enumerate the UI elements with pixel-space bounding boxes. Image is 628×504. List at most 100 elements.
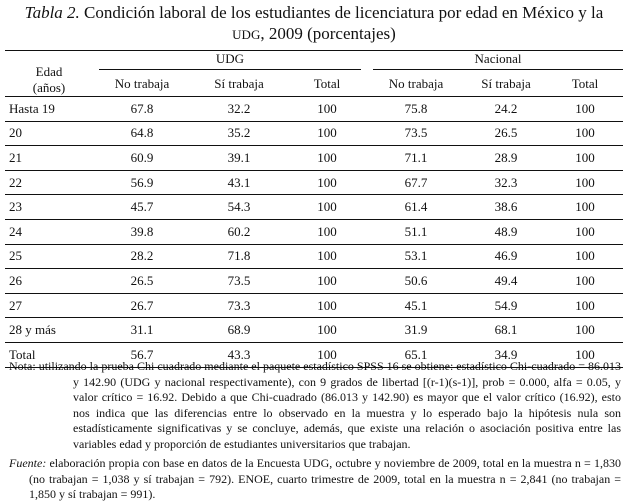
table-cell: 54.3: [191, 194, 287, 220]
table-cell: 53.1: [367, 243, 465, 269]
note-text: utilizando la prueba Chi cuadrado median…: [38, 359, 622, 451]
table-cell: 65.1: [367, 341, 465, 368]
table-row: 21 60.9 39.1 100 71.1 28.9 100: [5, 145, 623, 171]
table-cell: 32.3: [465, 169, 547, 195]
table-cell: 56.7: [93, 341, 191, 368]
table-title-udg: UDG: [232, 27, 261, 42]
table-row: 26 26.5 73.5 100 50.6 49.4 100: [5, 268, 623, 294]
table-cell: 61.4: [367, 194, 465, 220]
table-cell: 39.1: [191, 145, 287, 171]
table-title-text-1: Condición laboral de los estudiantes de …: [79, 3, 604, 22]
table-cell: 67.7: [367, 169, 465, 195]
row-age-cell: 20: [5, 120, 93, 146]
table-row: 24 39.8 60.2 100 51.1 48.9 100: [5, 218, 623, 245]
age-header-line1: Edad: [35, 64, 63, 79]
table-cell: 100: [287, 243, 367, 269]
table-row: 22 56.9 43.1 100 67.7 32.3 100: [5, 169, 623, 195]
table-cell: 100: [287, 96, 367, 122]
table-cell: 48.9: [465, 218, 547, 245]
table-cell: 100: [547, 218, 623, 245]
table-cell: 43.1: [191, 169, 287, 195]
table-row: 20 64.8 35.2 100 73.5 26.5 100: [5, 120, 623, 146]
note-label: Nota:: [9, 359, 36, 373]
subheader-nacional-si-trabaja: Sí trabaja: [481, 76, 531, 91]
note-paragraph: Nota: utilizando la prueba Chi cuadrado …: [9, 359, 621, 453]
table-cell: 50.6: [367, 268, 465, 294]
table-cell: 32.2: [191, 96, 287, 122]
table-cell: 31.9: [367, 317, 465, 343]
table-cell: 100: [547, 317, 623, 343]
table-cell: 100: [547, 292, 623, 318]
table-cell: 49.4: [465, 268, 547, 294]
table-cell: 64.8: [93, 120, 191, 146]
source-paragraph: Fuente: elaboración propia con base en d…: [9, 456, 621, 503]
source-text: elaboración propia con base en datos de …: [29, 456, 621, 502]
table-row: 23 45.7 54.3 100 61.4 38.6 100: [5, 194, 623, 220]
table-cell: 39.8: [93, 218, 191, 245]
table-cell: 100: [547, 243, 623, 269]
table-cell: 34.9: [465, 341, 547, 368]
table-cell: 100: [287, 317, 367, 343]
table-cell: 67.8: [93, 96, 191, 122]
table-cell: 45.1: [367, 292, 465, 318]
table-cell: 26.7: [93, 292, 191, 318]
subheader-nacional-no-trabaja: No trabaja: [388, 76, 444, 91]
row-age-cell: 27: [5, 292, 93, 318]
group-header-nacional: Nacional: [367, 50, 623, 72]
table-cell: 75.8: [367, 96, 465, 122]
row-age-cell: Hasta 19: [5, 96, 93, 122]
table-cell: 31.1: [93, 317, 191, 343]
table-cell: 100: [547, 145, 623, 171]
subheader-udg-si-trabaja: Sí trabaja: [214, 76, 264, 91]
subheader-udg-total: Total: [313, 76, 341, 91]
table-cell: 26.5: [93, 268, 191, 294]
table-cell: 38.6: [465, 194, 547, 220]
table-title-lead: Tabla 2.: [24, 3, 80, 22]
table-cell: 100: [287, 145, 367, 171]
table-cell: 43.3: [191, 341, 287, 368]
table-cell: 73.5: [367, 120, 465, 146]
table-cell: 28.9: [465, 145, 547, 171]
row-age-cell: 24: [5, 218, 93, 245]
row-age-cell: 25: [5, 243, 93, 269]
table-cell: 100: [287, 169, 367, 195]
table-cell: 71.8: [191, 243, 287, 269]
table-cell: 100: [547, 169, 623, 195]
table-row: Total 56.7 43.3 100 65.1 34.9 100: [5, 341, 623, 368]
table-cell: 71.1: [367, 145, 465, 171]
table-cell: 46.9: [465, 243, 547, 269]
table-cell: 51.1: [367, 218, 465, 245]
table-cell: 60.9: [93, 145, 191, 171]
group-header-udg: UDG: [93, 50, 367, 72]
table-cell: 28.2: [93, 243, 191, 269]
table-row: 28 y más 31.1 68.9 100 31.9 68.1 100: [5, 317, 623, 343]
table-title-text-2: , 2009 (porcentajes): [260, 24, 396, 43]
row-age-cell: 23: [5, 194, 93, 220]
table-row: Hasta 19 67.8 32.2 100 75.8 24.2 100: [5, 96, 623, 122]
table-row: 25 28.2 71.8 100 53.1 46.9 100: [5, 243, 623, 269]
row-age-cell: 28 y más: [5, 317, 93, 343]
row-age-cell: 22: [5, 169, 93, 195]
table-cell: 100: [547, 341, 623, 368]
age-header-line2: (años): [32, 80, 66, 95]
table-cell: 100: [547, 194, 623, 220]
table-cell: 24.2: [465, 96, 547, 122]
table-cell: 54.9: [465, 292, 547, 318]
subheader-nacional-total: Total: [571, 76, 599, 91]
table-cell: 100: [547, 96, 623, 122]
table-cell: 100: [287, 218, 367, 245]
table-cell: 26.5: [465, 120, 547, 146]
table-row: 27 26.7 73.3 100 45.1 54.9 100: [5, 292, 623, 318]
table-cell: 100: [287, 120, 367, 146]
age-column-header: Edad (años): [5, 50, 93, 97]
table-cell: 100: [547, 120, 623, 146]
table-title: Tabla 2. Condición laboral de los estudi…: [10, 2, 618, 45]
data-table: Edad (años) UDG Nacional No trabaja Sí t…: [5, 50, 623, 368]
source-label: Fuente:: [9, 456, 47, 470]
table-cell: 68.9: [191, 317, 287, 343]
table-cell: 100: [287, 292, 367, 318]
table-cell: 100: [287, 194, 367, 220]
table-cell: 68.1: [465, 317, 547, 343]
subheader-udg-no-trabaja: No trabaja: [114, 76, 170, 91]
table-cell: 45.7: [93, 194, 191, 220]
